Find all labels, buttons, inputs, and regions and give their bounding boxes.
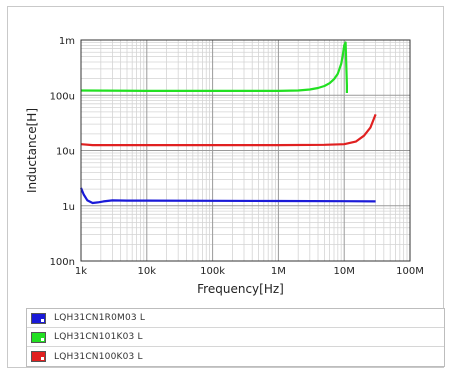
x-axis-label: Frequency[Hz] (197, 282, 284, 296)
legend: LQH31CN1R0M03 L LQH31CN101K03 L LQH31CN1… (26, 308, 445, 367)
legend-entry: LQH31CN100K03 L (27, 347, 444, 366)
y-axis-label: Inductance[H] (25, 108, 39, 193)
x-tick-label: 1k (75, 266, 87, 277)
x-tick-label: 10k (138, 266, 157, 277)
y-tick-label: 1u (62, 202, 75, 213)
y-tick-label: 100u (50, 91, 75, 102)
series-lines (79, 41, 377, 205)
y-tick-label: 1m (59, 36, 75, 47)
x-tick-labels: 1k 10k 100k 1M 10M 100M (75, 266, 424, 277)
legend-entry: LQH31CN1R0M03 L (27, 309, 444, 328)
legend-label: LQH31CN1R0M03 L (54, 313, 146, 323)
x-tick-label: 1M (271, 266, 286, 277)
legend-label: LQH31CN100K03 L (54, 351, 143, 362)
y-tick-label: 100n (50, 257, 75, 268)
series-line-3 (80, 113, 377, 147)
inductance-chart: 1m 100u 10u 1u 100n 1k 10k 100k 1M 10M 100M Induc… (25, 36, 424, 296)
y-tick-label: 10u (56, 147, 75, 158)
chart-frame: 1m 100u 10u 1u 100n 1k 10k 100k 1M 10M 100M Induc… (7, 6, 445, 368)
legend-swatch-green (31, 331, 46, 343)
series-line-2 (80, 41, 348, 93)
series-line-1 (79, 187, 376, 205)
legend-label: LQH31CN101K03 L (54, 332, 143, 342)
legend-entry: LQH31CN101K03 L (27, 328, 444, 347)
x-tick-label: 10M (334, 266, 355, 277)
plot-border (80, 39, 411, 262)
x-tick-label: 100k (200, 266, 225, 277)
y-tick-labels: 1m 100u 10u 1u 100n (50, 36, 75, 268)
grid (80, 39, 411, 262)
legend-swatch-red (31, 351, 46, 362)
x-tick-label: 100M (396, 266, 424, 277)
legend-swatch-blue (31, 312, 46, 324)
